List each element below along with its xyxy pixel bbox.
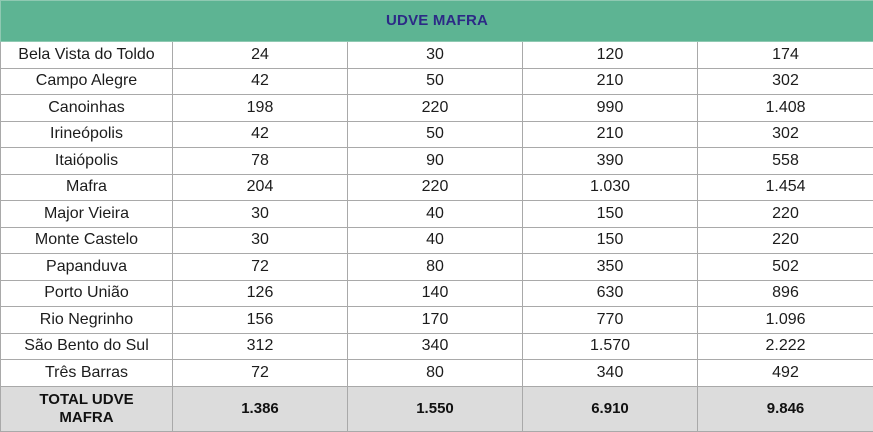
value-cell-col2: 40 xyxy=(347,200,523,228)
value-cell-col1: 42 xyxy=(172,67,348,96)
table-row: Papanduva 72 80 350 502 xyxy=(0,253,873,281)
municipality-cell: Porto União xyxy=(0,279,173,308)
value-cell-col1: 24 xyxy=(172,41,348,69)
table-row: Irineópolis 42 50 210 302 xyxy=(0,120,873,149)
value-cell-col3: 120 xyxy=(522,41,698,69)
table-row: Porto União 126 140 630 896 xyxy=(0,279,873,308)
value-cell-col3: 990 xyxy=(522,94,698,122)
value-cell-col3: 770 xyxy=(522,306,698,334)
value-cell-col2: 140 xyxy=(347,279,523,308)
municipality-cell: Rio Negrinho xyxy=(0,306,173,334)
value-cell-col4: 1.096 xyxy=(696,306,873,334)
value-cell-col4: 174 xyxy=(696,41,873,69)
value-cell-col3: 150 xyxy=(522,200,698,228)
table-row: Rio Negrinho 156 170 770 1.096 xyxy=(0,306,873,334)
total-label-cell: TOTAL UDVE MAFRA xyxy=(0,385,173,432)
table-row: Campo Alegre 42 50 210 302 xyxy=(0,67,873,96)
municipality-cell: Irineópolis xyxy=(0,120,173,149)
municipality-cell: São Bento do Sul xyxy=(0,332,173,361)
value-cell-col4: 492 xyxy=(696,359,873,387)
table-row: Bela Vista do Toldo 24 30 120 174 xyxy=(0,41,873,69)
value-cell-col1: 72 xyxy=(172,359,348,387)
table-row: São Bento do Sul 312 340 1.570 2.222 xyxy=(0,332,873,361)
value-cell-col1: 78 xyxy=(172,147,348,175)
table-row: Canoinhas 198 220 990 1.408 xyxy=(0,94,873,122)
value-cell-col2: 50 xyxy=(347,120,523,149)
municipality-cell: Três Barras xyxy=(0,359,173,387)
table-row: Três Barras 72 80 340 492 xyxy=(0,359,873,387)
municipality-cell: Monte Castelo xyxy=(0,226,173,255)
value-cell-col2: 50 xyxy=(347,67,523,96)
total-value-col2: 1.550 xyxy=(347,385,523,432)
value-cell-col4: 220 xyxy=(696,226,873,255)
value-cell-col2: 90 xyxy=(347,147,523,175)
value-cell-col1: 198 xyxy=(172,94,348,122)
value-cell-col3: 1.570 xyxy=(522,332,698,361)
value-cell-col4: 220 xyxy=(696,200,873,228)
municipality-cell: Campo Alegre xyxy=(0,67,173,96)
value-cell-col2: 80 xyxy=(347,253,523,281)
value-cell-col4: 2.222 xyxy=(696,332,873,361)
value-cell-col4: 558 xyxy=(696,147,873,175)
value-cell-col4: 1.454 xyxy=(696,173,873,202)
value-cell-col1: 72 xyxy=(172,253,348,281)
table-header-row: UDVE MAFRA xyxy=(0,0,873,43)
table-title: UDVE MAFRA xyxy=(0,0,873,43)
value-cell-col1: 42 xyxy=(172,120,348,149)
municipality-cell: Major Vieira xyxy=(0,200,173,228)
value-cell-col4: 502 xyxy=(696,253,873,281)
value-cell-col3: 390 xyxy=(522,147,698,175)
municipality-cell: Bela Vista do Toldo xyxy=(0,41,173,69)
value-cell-col1: 30 xyxy=(172,226,348,255)
value-cell-col1: 126 xyxy=(172,279,348,308)
municipality-cell: Papanduva xyxy=(0,253,173,281)
value-cell-col4: 1.408 xyxy=(696,94,873,122)
total-value-col3: 6.910 xyxy=(522,385,698,432)
value-cell-col2: 30 xyxy=(347,41,523,69)
value-cell-col3: 210 xyxy=(522,67,698,96)
value-cell-col3: 630 xyxy=(522,279,698,308)
value-cell-col1: 30 xyxy=(172,200,348,228)
municipality-cell: Mafra xyxy=(0,173,173,202)
total-label-line2: MAFRA xyxy=(59,408,114,426)
value-cell-col1: 312 xyxy=(172,332,348,361)
value-cell-col4: 896 xyxy=(696,279,873,308)
value-cell-col3: 1.030 xyxy=(522,173,698,202)
value-cell-col2: 220 xyxy=(347,173,523,202)
value-cell-col2: 220 xyxy=(347,94,523,122)
value-cell-col2: 170 xyxy=(347,306,523,334)
value-cell-col1: 204 xyxy=(172,173,348,202)
municipality-cell: Itaiópolis xyxy=(0,147,173,175)
value-cell-col1: 156 xyxy=(172,306,348,334)
value-cell-col3: 340 xyxy=(522,359,698,387)
value-cell-col2: 40 xyxy=(347,226,523,255)
table-row: Itaiópolis 78 90 390 558 xyxy=(0,147,873,175)
table-row: Monte Castelo 30 40 150 220 xyxy=(0,226,873,255)
value-cell-col3: 210 xyxy=(522,120,698,149)
total-row: TOTAL UDVE MAFRA 1.386 1.550 6.910 9.846 xyxy=(0,385,873,432)
value-cell-col3: 350 xyxy=(522,253,698,281)
total-value-col4: 9.846 xyxy=(696,385,873,432)
value-cell-col2: 340 xyxy=(347,332,523,361)
value-cell-col4: 302 xyxy=(696,67,873,96)
municipality-cell: Canoinhas xyxy=(0,94,173,122)
value-cell-col3: 150 xyxy=(522,226,698,255)
total-value-col1: 1.386 xyxy=(172,385,348,432)
value-cell-col2: 80 xyxy=(347,359,523,387)
total-label-line1: TOTAL UDVE xyxy=(39,390,134,408)
table-row: Major Vieira 30 40 150 220 xyxy=(0,200,873,228)
table-row: Mafra 204 220 1.030 1.454 xyxy=(0,173,873,202)
value-cell-col4: 302 xyxy=(696,120,873,149)
